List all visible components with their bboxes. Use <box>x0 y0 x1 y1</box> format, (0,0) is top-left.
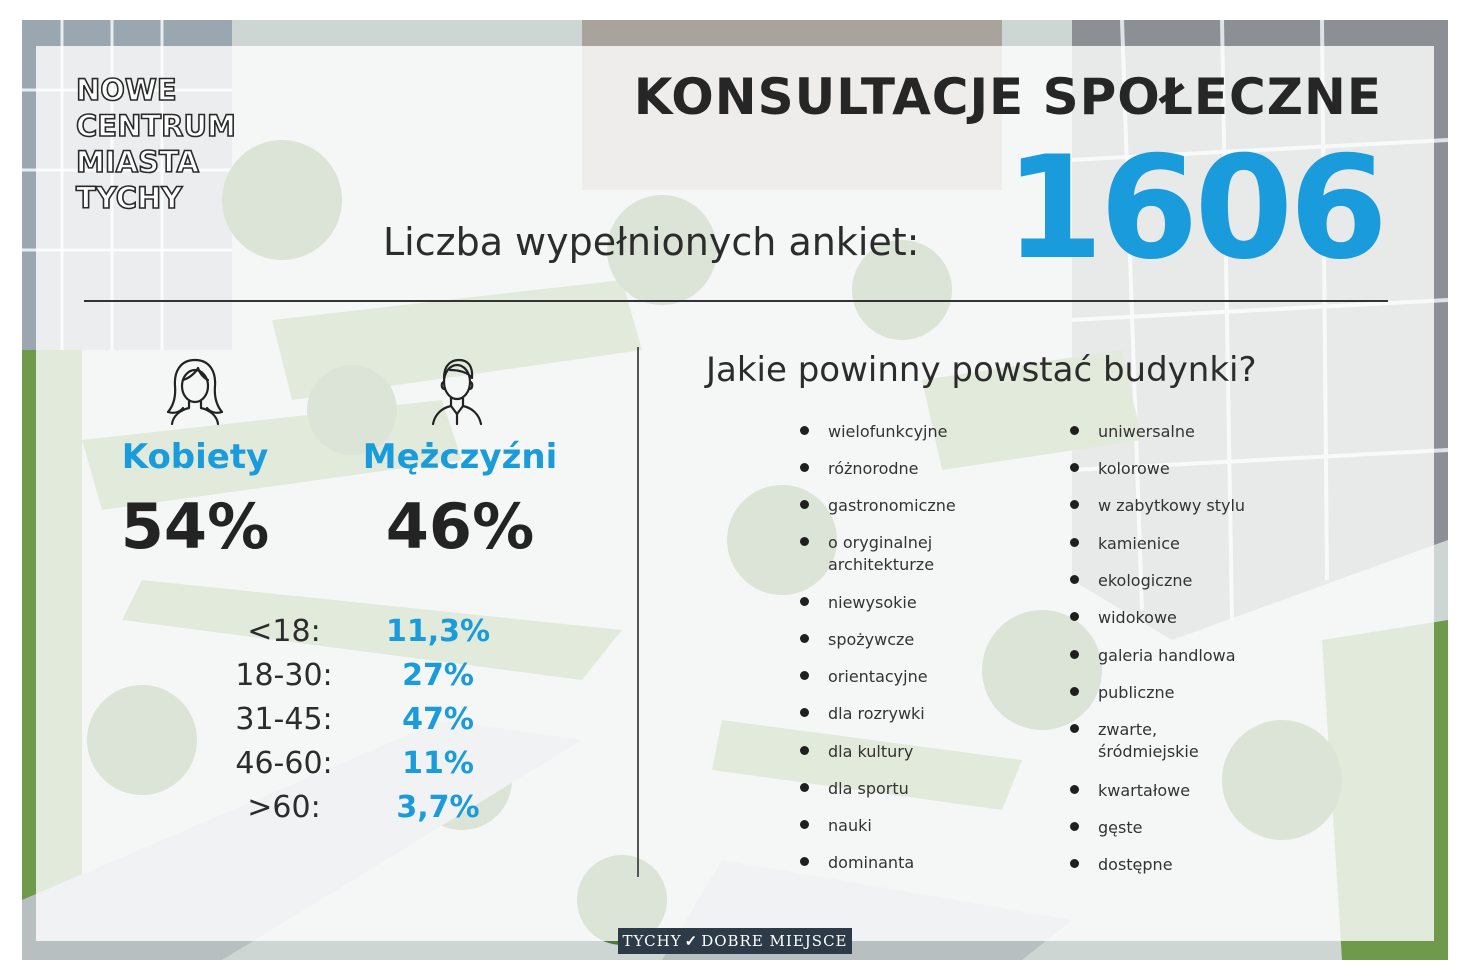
bullet-icon <box>800 708 809 717</box>
bullet-icon <box>800 746 809 755</box>
age-group-value: 11% <box>402 746 474 781</box>
list-item: kamienice <box>1070 533 1328 555</box>
age-group-label: 18-30: <box>235 658 333 693</box>
men-percent: 46% <box>385 490 535 563</box>
bullet-icon <box>1070 500 1079 509</box>
list-item: gastronomiczne <box>800 495 1058 517</box>
list-item: dla sportu <box>800 778 1058 800</box>
list-item: spożywcze <box>800 629 1058 651</box>
bullet-icon <box>800 783 809 792</box>
footer-brand-right: DOBRE MIEJSCE <box>701 932 848 950</box>
age-group-label: <18: <box>247 614 321 649</box>
vertical-divider <box>637 347 639 877</box>
age-group-value: 27% <box>402 658 474 693</box>
list-item: wielofunkcyjne <box>800 421 1058 443</box>
list-item: kolorowe <box>1070 458 1328 480</box>
bullet-icon <box>800 820 809 829</box>
list-item: różnorodne <box>800 458 1058 480</box>
bullet-icon <box>1070 859 1079 868</box>
bullet-icon <box>1070 650 1079 659</box>
city-center-logo: NOWE CENTRUM MIASTA TYCHY <box>75 72 236 216</box>
list-item: niewysokie <box>800 592 1058 614</box>
bullet-icon <box>800 857 809 866</box>
woman-icon <box>166 358 224 426</box>
women-percent: 54% <box>120 490 270 563</box>
list-item: orientacyjne <box>800 666 1058 688</box>
list-item: w zabytkowy stylu <box>1070 495 1328 517</box>
bullet-icon <box>1070 463 1079 472</box>
women-label: Kobiety <box>121 437 269 477</box>
bullet-icon <box>1070 426 1079 435</box>
bullet-icon <box>1070 575 1079 584</box>
checkmark-icon: ✓ <box>684 932 699 950</box>
bullet-icon <box>800 537 809 546</box>
footer-brand-left: TYCHY <box>622 932 682 950</box>
list-item: nauki <box>800 815 1058 837</box>
list-item: uniwersalne <box>1070 421 1328 443</box>
bullet-icon <box>1070 538 1079 547</box>
bullet-icon <box>800 597 809 606</box>
men-label: Mężczyźni <box>362 437 558 477</box>
list-item: publiczne <box>1070 682 1328 704</box>
list-item: gęste <box>1070 817 1328 839</box>
list-item: o oryginalnej architekturze <box>800 532 958 576</box>
list-item: dla rozrywki <box>800 703 1058 725</box>
logo-line: TYCHY <box>75 180 183 216</box>
list-item: dostępne <box>1070 854 1328 876</box>
background-frame <box>22 20 1448 960</box>
age-group-value: 11,3% <box>385 614 491 649</box>
list-item: ekologiczne <box>1070 570 1328 592</box>
list-item: kwartałowe <box>1070 780 1328 802</box>
age-group-label: 31-45: <box>235 702 333 737</box>
list-item: zwarte, śródmiejskie <box>1070 719 1218 763</box>
bullet-icon <box>800 500 809 509</box>
man-icon <box>431 358 483 426</box>
page-title: KONSULTACJE SPOŁECZNE <box>633 68 1382 126</box>
survey-count-value: 1606 <box>1004 126 1388 291</box>
horizontal-divider <box>84 300 1388 302</box>
bullet-icon <box>800 426 809 435</box>
bullet-icon <box>800 634 809 643</box>
logo-line: NOWE <box>75 72 177 108</box>
list-item: galeria handlowa <box>1070 645 1328 667</box>
bullet-icon <box>1070 612 1079 621</box>
bullet-icon <box>1070 687 1079 696</box>
logo-line: CENTRUM <box>75 108 236 144</box>
white-overlay-panel <box>36 46 1434 941</box>
bullet-icon <box>800 463 809 472</box>
bullet-icon <box>1070 822 1079 831</box>
list-item: dla kultury <box>800 741 1058 763</box>
age-group-value: 3,7% <box>396 790 480 825</box>
list-item: dominanta <box>800 852 1058 874</box>
bullet-icon <box>800 671 809 680</box>
bullet-icon <box>1070 785 1079 794</box>
footer-brand-badge: TYCHY ✓ DOBRE MIEJSCE <box>618 928 852 954</box>
age-group-label: >60: <box>247 790 321 825</box>
survey-count-label: Liczba wypełnionych ankiet: <box>383 220 920 264</box>
logo-line: MIASTA <box>75 144 200 180</box>
age-group-value: 47% <box>402 702 474 737</box>
buildings-question: Jakie powinny powstać budynki? <box>706 350 1257 390</box>
age-group-label: 46-60: <box>235 746 333 781</box>
bullet-icon <box>1070 724 1079 733</box>
list-item: widokowe <box>1070 607 1328 629</box>
